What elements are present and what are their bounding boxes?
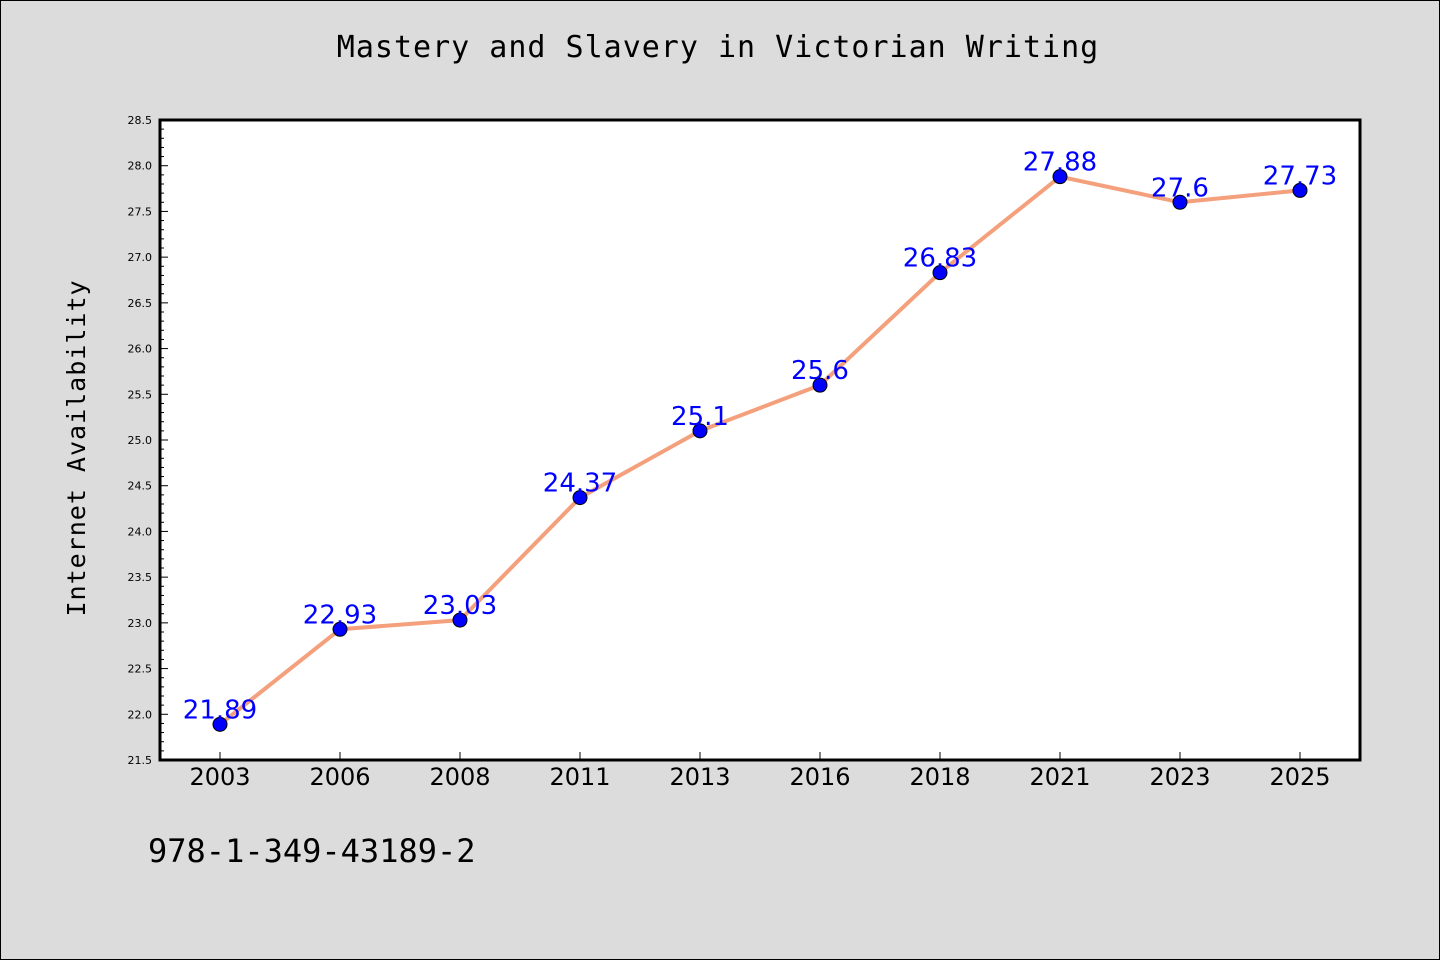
data-point [452, 612, 468, 628]
data-point [932, 265, 948, 281]
data-point [572, 490, 588, 506]
plot-border [158, 118, 1362, 762]
y-tick-label: 24.0 [128, 525, 153, 538]
data-label: 23.03 [423, 591, 497, 621]
data-point [692, 423, 708, 439]
y-tick-label: 23.5 [128, 571, 153, 584]
x-tick-label: 2003 [189, 763, 250, 791]
data-label: 25.1 [671, 402, 729, 432]
y-tick-label: 26.0 [128, 343, 153, 356]
data-point [1052, 169, 1068, 185]
y-tick-label: 25.0 [128, 434, 153, 447]
series-line [218, 174, 1301, 726]
x-axis-ticks: 2003 2006 2008 2011 2013 2016 2018 2021 2023 2025 [189, 752, 1331, 791]
y-tick-label: 24.5 [128, 480, 153, 493]
y-tick-label: 25.5 [128, 388, 153, 401]
x-tick-label: 2011 [549, 763, 610, 791]
x-tick-label: 2008 [429, 763, 490, 791]
y-tick-label: 22.0 [128, 708, 153, 721]
data-label: 25.6 [791, 356, 849, 386]
y-tick-label: 21.5 [128, 754, 153, 767]
data-label: 26.83 [903, 244, 977, 274]
data-point [332, 621, 348, 637]
data-point [1292, 182, 1308, 198]
data-point [812, 377, 828, 393]
data-label: 27.88 [1023, 148, 1097, 178]
y-axis-title: Internet Availability [62, 279, 91, 616]
x-tick-label: 2025 [1269, 763, 1330, 791]
chart-title: Mastery and Slavery in Victorian Writing [336, 30, 1100, 65]
x-tick-label: 2013 [669, 763, 730, 791]
isbn-footer: 978-1-349-43189-2 [148, 832, 476, 870]
series-group: 21.89 22.93 23.03 24.37 25.1 25.6 26.83 27.88 27… [183, 148, 1337, 732]
data-label: 24.37 [543, 469, 617, 499]
y-tick-label: 28.0 [128, 160, 153, 173]
x-tick-label: 2006 [309, 763, 370, 791]
y-tick-label: 28.5 [128, 114, 153, 127]
data-label: 27.73 [1263, 161, 1337, 191]
data-label: 21.89 [183, 695, 257, 725]
data-label: 27.6 [1151, 173, 1209, 203]
y-tick-label: 22.5 [128, 663, 153, 676]
y-tick-label: 26.5 [128, 297, 153, 310]
y-tick-label: 27.5 [128, 205, 153, 218]
data-point [1172, 194, 1188, 210]
y-tick-label: 27.0 [128, 251, 153, 264]
x-tick-label: 2018 [909, 763, 970, 791]
x-tick-label: 2016 [789, 763, 850, 791]
plot-area [160, 120, 1360, 760]
y-tick-label: 23.0 [128, 617, 153, 630]
data-label: 22.93 [303, 600, 377, 630]
x-tick-label: 2023 [1149, 763, 1210, 791]
x-tick-label: 2021 [1029, 763, 1090, 791]
data-point [212, 716, 228, 732]
